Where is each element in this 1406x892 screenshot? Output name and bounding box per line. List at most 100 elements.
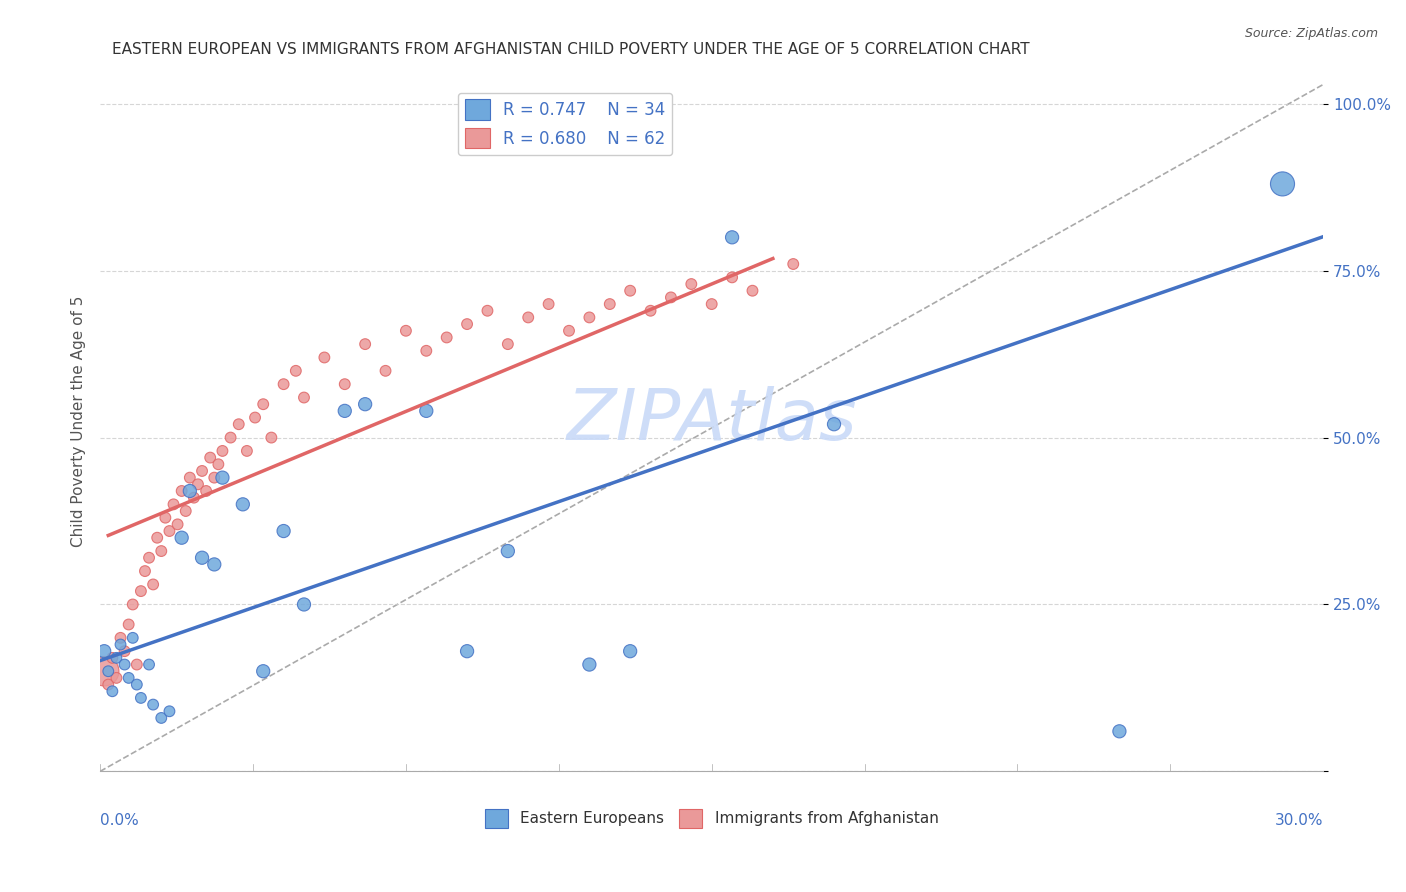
Point <box>202 558 225 572</box>
Point <box>142 577 165 591</box>
Point <box>314 351 336 365</box>
Point <box>146 531 169 545</box>
Point <box>183 491 205 505</box>
Point <box>537 297 560 311</box>
Point <box>496 337 519 351</box>
Text: Source: ZipAtlas.com: Source: ZipAtlas.com <box>1244 27 1378 40</box>
Point <box>558 324 581 338</box>
Point <box>202 470 225 484</box>
Point <box>640 303 662 318</box>
Y-axis label: Child Poverty Under the Age of 5: Child Poverty Under the Age of 5 <box>72 295 86 547</box>
Point <box>395 324 418 338</box>
Point <box>721 270 744 285</box>
Point <box>114 644 136 658</box>
Point <box>782 257 804 271</box>
Point <box>496 544 519 558</box>
Point <box>93 664 115 678</box>
Point <box>374 364 396 378</box>
Point <box>207 457 229 471</box>
Point <box>232 497 254 511</box>
Point <box>211 444 233 458</box>
Point <box>333 377 356 392</box>
Point <box>477 303 499 318</box>
Point <box>97 664 120 678</box>
Point <box>252 664 274 678</box>
Point <box>456 644 478 658</box>
Point <box>174 504 197 518</box>
Point <box>155 510 177 524</box>
Point <box>191 464 214 478</box>
Point <box>118 617 141 632</box>
Point <box>252 397 274 411</box>
Point <box>114 657 136 672</box>
Point <box>219 431 242 445</box>
Point <box>456 317 478 331</box>
Point <box>1271 177 1294 191</box>
Point <box>110 638 132 652</box>
Point <box>228 417 250 432</box>
Point <box>138 550 160 565</box>
Point <box>243 410 266 425</box>
Point <box>236 444 259 458</box>
Point <box>260 431 283 445</box>
Point <box>415 343 437 358</box>
Text: 0.0%: 0.0% <box>100 814 139 829</box>
Point <box>179 470 201 484</box>
Point <box>659 290 682 304</box>
Point <box>354 337 377 351</box>
Point <box>105 651 128 665</box>
Point <box>823 417 845 432</box>
Point <box>125 657 148 672</box>
Point <box>741 284 763 298</box>
Point <box>97 677 120 691</box>
Point <box>517 310 540 325</box>
Point <box>179 483 201 498</box>
Point <box>159 524 181 538</box>
Point <box>101 651 124 665</box>
Point <box>150 544 173 558</box>
Point <box>273 524 295 538</box>
Point <box>138 657 160 672</box>
Point <box>578 657 600 672</box>
Point <box>110 631 132 645</box>
Point <box>187 477 209 491</box>
Point <box>166 517 188 532</box>
Point <box>211 470 233 484</box>
Point <box>578 310 600 325</box>
Point <box>105 671 128 685</box>
Text: 30.0%: 30.0% <box>1275 814 1323 829</box>
Point <box>162 497 184 511</box>
Point <box>134 564 156 578</box>
Point <box>273 377 295 392</box>
Point <box>142 698 165 712</box>
Legend: Eastern Europeans, Immigrants from Afghanistan: Eastern Europeans, Immigrants from Afgha… <box>479 803 945 834</box>
Point <box>284 364 307 378</box>
Text: EASTERN EUROPEAN VS IMMIGRANTS FROM AFGHANISTAN CHILD POVERTY UNDER THE AGE OF 5: EASTERN EUROPEAN VS IMMIGRANTS FROM AFGH… <box>112 42 1031 57</box>
Point <box>354 397 377 411</box>
Point <box>292 598 315 612</box>
Point <box>415 404 437 418</box>
Point <box>619 644 641 658</box>
Point <box>195 483 218 498</box>
Point <box>129 584 152 599</box>
Point <box>436 330 458 344</box>
Point <box>700 297 723 311</box>
Point <box>599 297 621 311</box>
Point <box>121 598 143 612</box>
Point <box>93 644 115 658</box>
Point <box>159 704 181 718</box>
Point <box>170 483 193 498</box>
Point <box>129 690 152 705</box>
Point <box>1108 724 1130 739</box>
Point <box>118 671 141 685</box>
Point <box>721 230 744 244</box>
Point <box>191 550 214 565</box>
Point <box>125 677 148 691</box>
Point <box>121 631 143 645</box>
Point <box>619 284 641 298</box>
Point <box>292 391 315 405</box>
Text: ZIPAtlas: ZIPAtlas <box>567 386 856 456</box>
Point <box>150 711 173 725</box>
Point <box>333 404 356 418</box>
Point <box>681 277 703 291</box>
